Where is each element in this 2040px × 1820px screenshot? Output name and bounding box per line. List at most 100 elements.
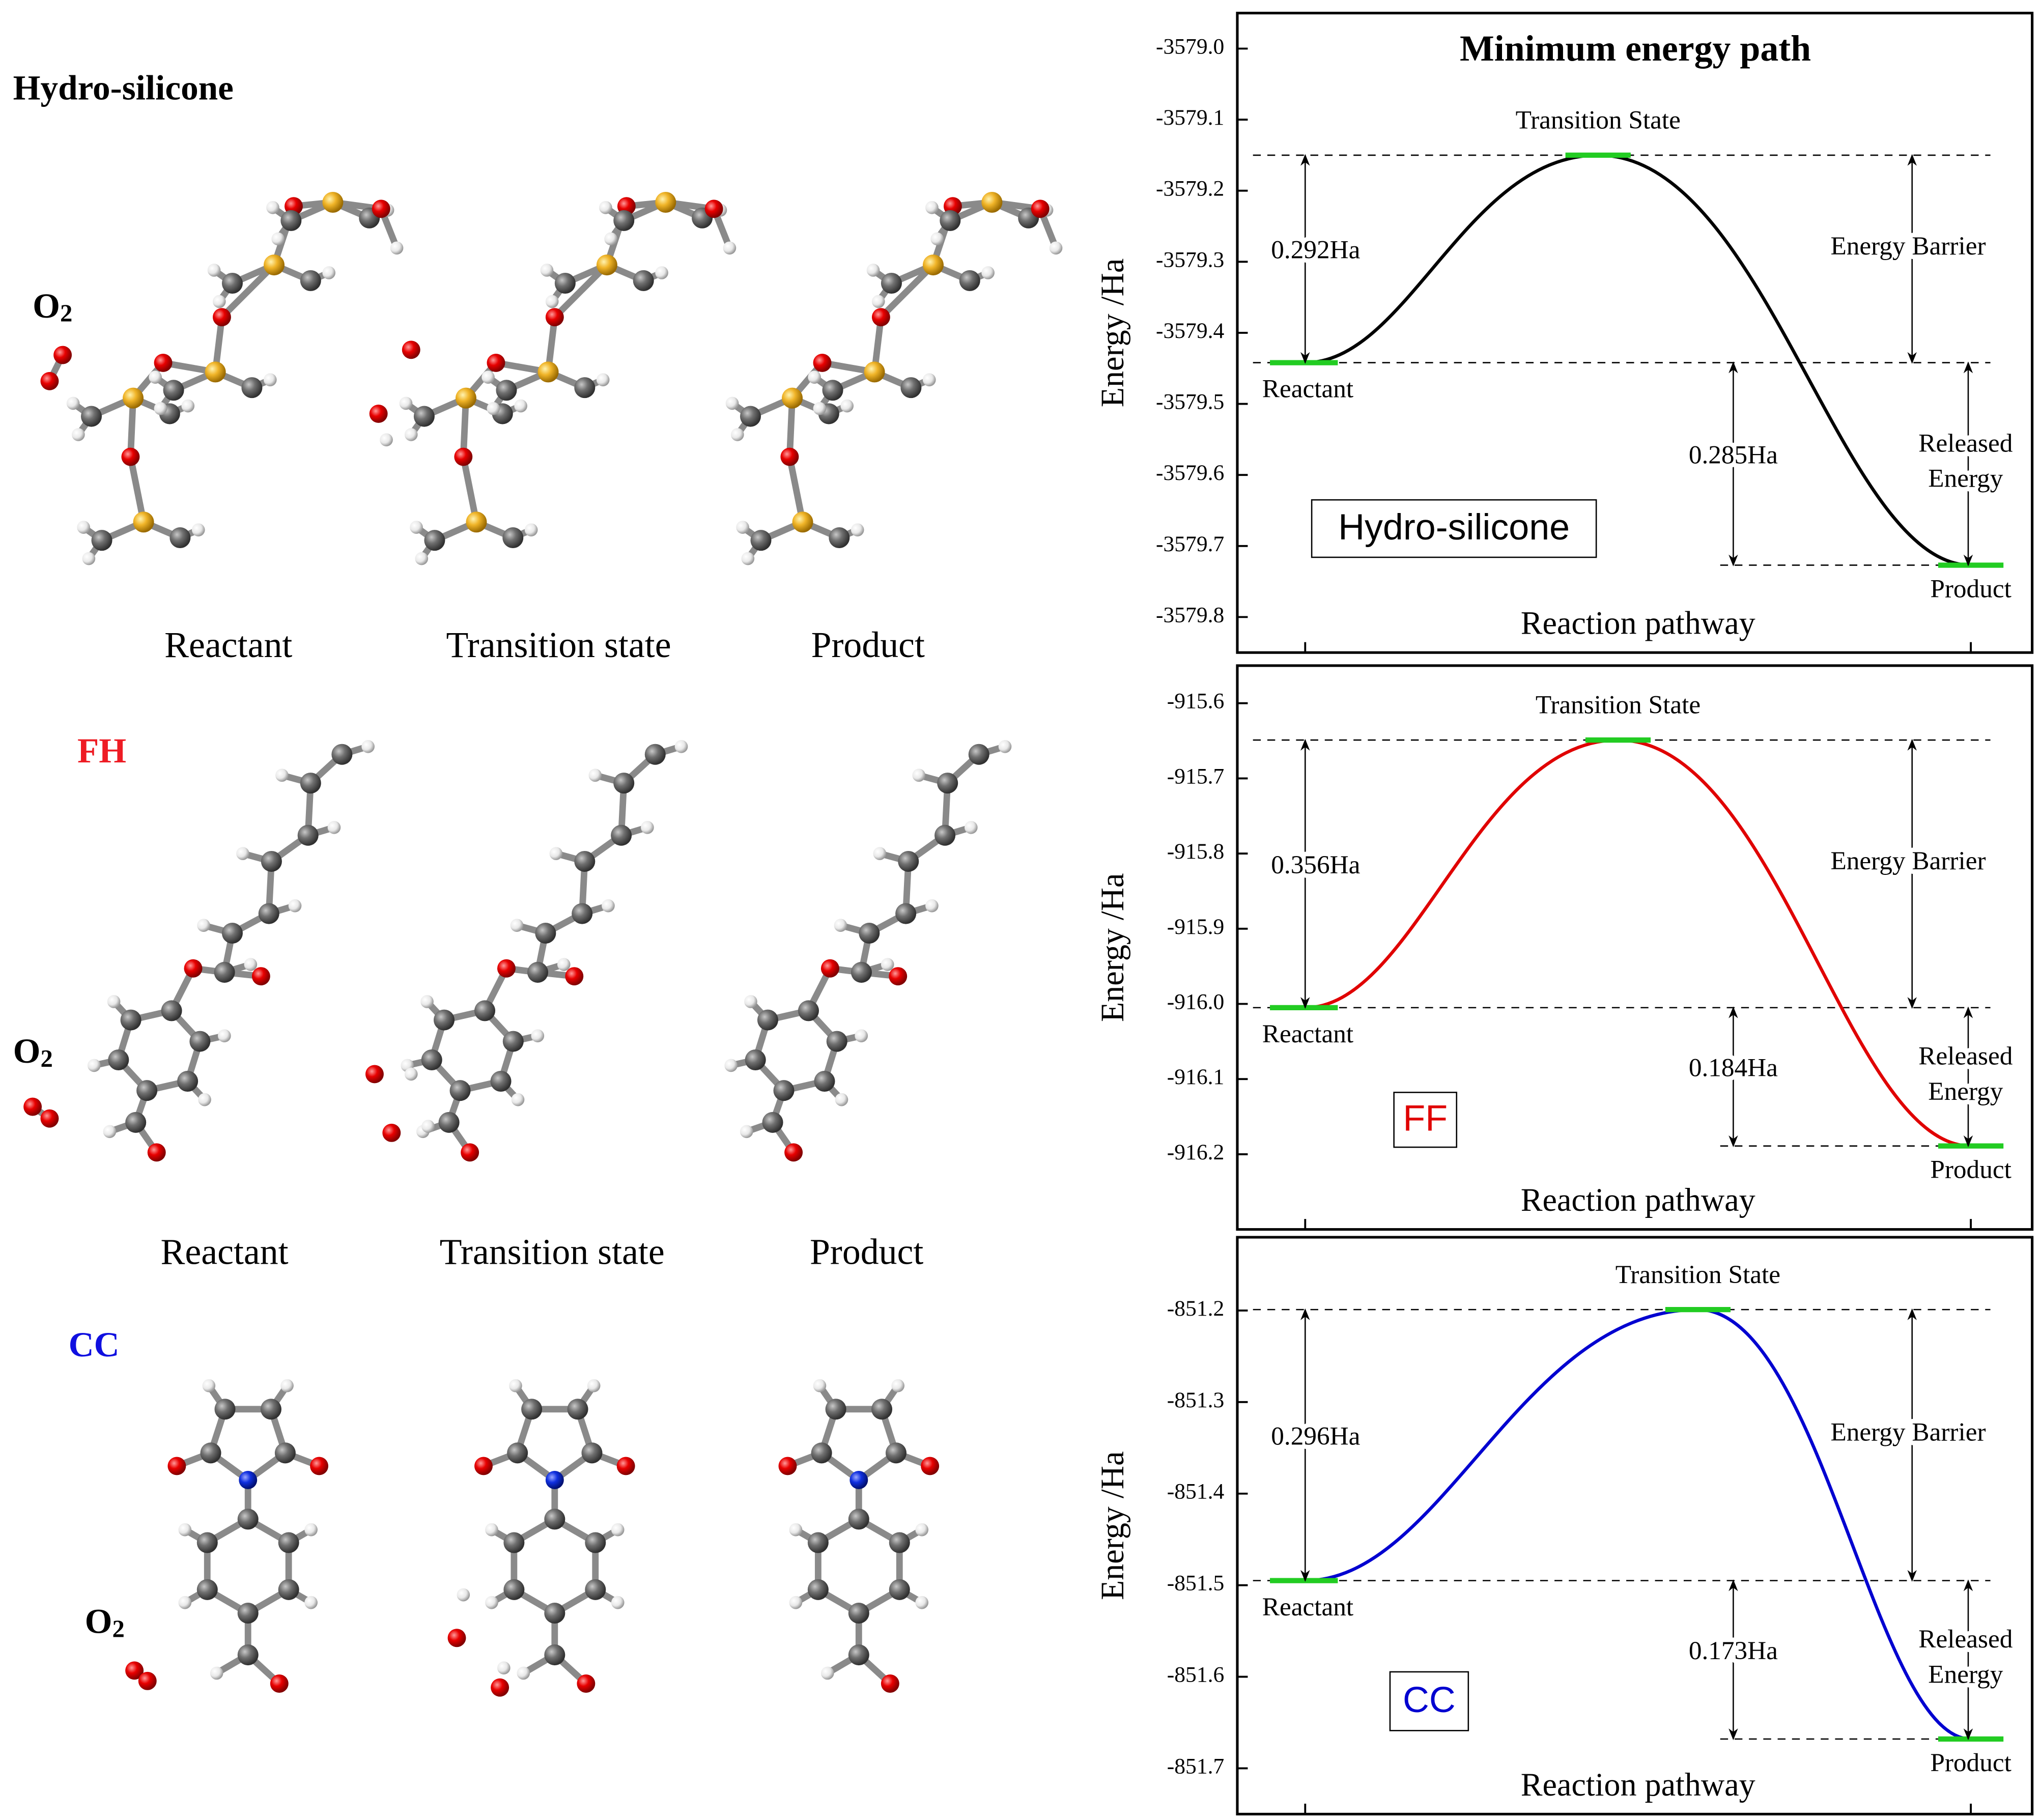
atom (274, 1442, 296, 1464)
atom (485, 1596, 498, 1609)
atom (154, 353, 173, 372)
atom (275, 769, 289, 782)
atom (848, 1644, 869, 1666)
state-label: Reactant (1262, 375, 1353, 404)
released-label: Released (1918, 1042, 2013, 1071)
atom (744, 995, 757, 1008)
atom (136, 1080, 158, 1101)
atom (613, 210, 635, 231)
atom (750, 530, 772, 551)
atom (77, 521, 90, 534)
atom (372, 200, 390, 218)
bond (551, 262, 610, 321)
atom (655, 191, 676, 213)
atom (881, 272, 902, 294)
atom (574, 850, 596, 872)
atom (133, 511, 154, 533)
atom (107, 995, 121, 1008)
atom (120, 1009, 141, 1031)
atom (813, 353, 832, 372)
atom (925, 899, 939, 913)
atom (723, 241, 736, 255)
state-label: Transition State (1616, 1260, 1780, 1289)
atom (581, 1442, 603, 1464)
atom (792, 511, 813, 533)
atom (545, 308, 564, 327)
atom (572, 903, 593, 924)
atom (517, 1666, 530, 1680)
atom (300, 270, 321, 291)
atom (981, 191, 1003, 213)
atom (724, 1059, 738, 1072)
row-name: CC (69, 1325, 120, 1364)
row-name: Hydro-silicone (13, 68, 234, 107)
chart-title: Minimum energy path (1460, 28, 1811, 69)
atom (527, 961, 549, 983)
atom (778, 1457, 797, 1475)
atom (509, 1379, 522, 1392)
bond (786, 453, 806, 526)
state-label: Product (1930, 575, 2011, 604)
atom (497, 959, 516, 978)
atom (410, 521, 423, 534)
stage-label: Reactant (164, 624, 292, 665)
state-label: Transition State (1536, 691, 1701, 720)
atom (871, 308, 890, 327)
atom (937, 773, 958, 794)
y-tick-label: -3579.2 (1156, 177, 1224, 201)
y-tick-label: -3579.8 (1156, 603, 1224, 627)
released-label: Energy (1928, 464, 2003, 493)
atom (261, 850, 282, 872)
atom (474, 1000, 496, 1021)
atom (221, 923, 243, 944)
atom (940, 210, 961, 231)
x-axis-label: Reaction pathway (1521, 1767, 1755, 1803)
atom (149, 371, 162, 384)
atom (196, 1532, 218, 1553)
atom (310, 1457, 329, 1475)
atom (602, 899, 615, 913)
barrier-label: Energy Barrier (1830, 1418, 1986, 1447)
atom (965, 820, 978, 834)
atom (474, 1457, 493, 1475)
atom (820, 1666, 834, 1680)
state-label: Product (1930, 1748, 2011, 1777)
atom (915, 1523, 929, 1537)
state-label: Reactant (1262, 1592, 1353, 1622)
atom (461, 1143, 479, 1162)
atom (511, 1093, 525, 1106)
atom (420, 995, 434, 1008)
y-tick-label: -3579.1 (1156, 105, 1224, 130)
y-tick-label: -3579.5 (1156, 390, 1224, 414)
chart: -3579.0 -3579.1 -3579.2 -3579.3 -3579.4 -3579… (1094, 12, 2034, 654)
atom (871, 1399, 893, 1420)
atom (915, 1596, 929, 1609)
chart: -851.2 -851.3 -851.4 -851.5 -851.6 -851.7 Reac… (1094, 1236, 2034, 1815)
atom (814, 1070, 835, 1092)
atom (503, 1579, 525, 1600)
atom (198, 1093, 211, 1106)
barrier-value: 0.296Ha (1271, 1421, 1360, 1451)
atom (263, 373, 277, 387)
atom (849, 1471, 868, 1489)
atom (725, 396, 739, 410)
chart: -915.6 -915.7 -915.8 -915.9 -916.0 -916.1 -916… (1094, 664, 2034, 1231)
atom (585, 1579, 606, 1600)
atom (596, 254, 617, 276)
y-tick-label: -3579.4 (1156, 319, 1225, 343)
stage-label: Product (810, 1231, 923, 1272)
atom (871, 295, 885, 308)
atom (745, 1049, 766, 1071)
row-name: FH (77, 731, 126, 770)
state-label: Product (1930, 1155, 2011, 1184)
o2-sub: 2 (112, 1615, 125, 1643)
y-axis-label: Energy /Ha (1094, 259, 1130, 407)
atom (280, 210, 302, 231)
atom (236, 847, 249, 860)
atom (210, 1666, 223, 1680)
atom (537, 361, 559, 383)
atom (404, 1067, 418, 1081)
atom (813, 1379, 827, 1392)
x-axis-label: Reaction pathway (1521, 1182, 1755, 1218)
